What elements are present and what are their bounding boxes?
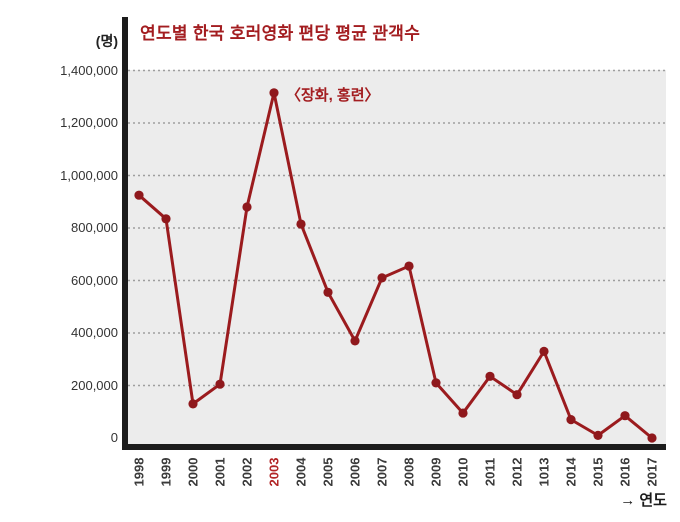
x-tick-label: 2010: [455, 457, 471, 487]
data-point: [188, 399, 198, 409]
x-tick-label: 2017: [644, 457, 660, 487]
x-tick-label: 1013: [536, 457, 552, 487]
y-tick-label: 400,000: [71, 325, 118, 340]
x-tick-label: 2016: [617, 457, 633, 487]
data-point: [323, 287, 333, 297]
annotation-label: 〈장화, 홍련〉: [286, 86, 380, 104]
data-point: [377, 273, 387, 283]
series-horror-audience: [134, 88, 657, 443]
x-tick-label: 2006: [347, 457, 363, 487]
data-point: [350, 336, 360, 346]
x-tick-label: 2003: [266, 457, 282, 487]
x-tick-label: 1998: [131, 457, 147, 487]
y-tick-label: 1,000,000: [60, 167, 118, 183]
data-point: [566, 415, 576, 425]
y-tick-label: 800,000: [71, 220, 118, 235]
data-point: [512, 390, 522, 400]
gridlines: [128, 69, 666, 387]
data-point: [242, 202, 252, 212]
data-point: [539, 346, 549, 356]
x-axis-line: [122, 444, 666, 450]
data-point: [269, 88, 279, 98]
data-point: [431, 378, 441, 388]
y-tick-label: 200,000: [71, 377, 118, 393]
x-tick-label: 2004: [293, 457, 309, 487]
x-tick-label: 2015: [590, 457, 606, 487]
y-tick-label: 600,000: [71, 272, 118, 288]
series-line: [138, 91, 653, 440]
y-tick-label: 1,200,000: [60, 115, 118, 130]
y-tick-label: 0: [110, 430, 118, 445]
y-axis-unit-label: (명): [95, 33, 118, 49]
x-tick-label: 2002: [239, 457, 255, 487]
x-axis-legend: → 연도: [620, 492, 667, 509]
data-point: [620, 411, 630, 421]
y-axis-line: [122, 17, 128, 450]
data-point: [485, 371, 495, 381]
x-tick-label: 2012: [509, 457, 525, 487]
x-tick-label: 2001: [212, 457, 228, 487]
x-tick-label: 2005: [320, 457, 336, 487]
data-point: [296, 219, 306, 229]
chart-title: 연도별 한국 호러영화 편당 평균 관객수: [140, 24, 421, 43]
y-tick-label: 1,400,000: [60, 62, 118, 78]
x-tick-label: 2000: [185, 457, 201, 487]
data-point: [404, 261, 414, 271]
data-point: [134, 190, 144, 200]
data-point: [458, 408, 468, 418]
data-point: [215, 379, 225, 389]
x-tick-label: 2008: [401, 457, 417, 487]
x-tick-label: 2007: [374, 457, 390, 487]
x-tick-label: 1999: [158, 457, 174, 487]
x-tick-label: 2011: [482, 457, 498, 487]
data-point: [647, 433, 657, 443]
data-point: [161, 214, 171, 224]
x-tick-label: 2009: [428, 457, 444, 487]
x-tick-label: 2014: [563, 457, 579, 487]
data-point: [593, 430, 603, 440]
